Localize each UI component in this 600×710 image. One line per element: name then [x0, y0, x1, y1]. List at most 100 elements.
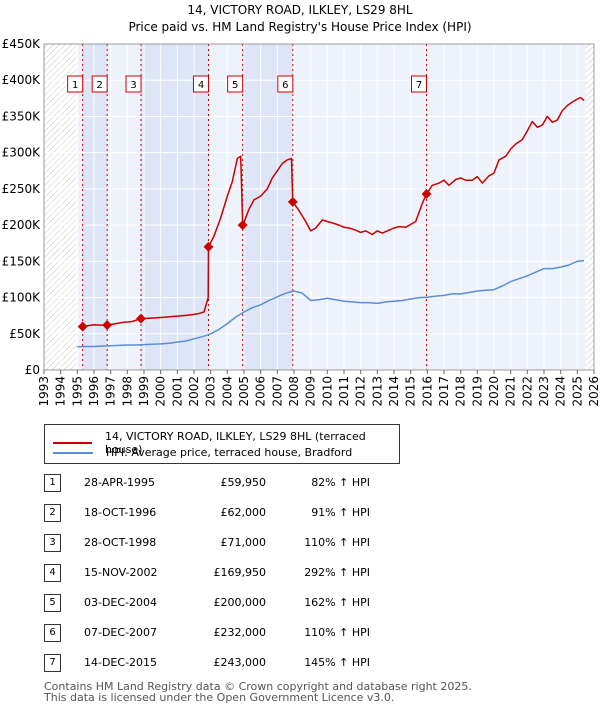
sale-label-box [411, 75, 427, 93]
sale-label: 5 [232, 80, 238, 91]
sale-hpi-change: 292% ↑ HPI [304, 566, 370, 579]
sale-number-badge: 2 [44, 504, 61, 522]
x-tick-label: 2000 [154, 376, 168, 407]
x-tick-label: 2021 [504, 376, 518, 407]
sale-hpi-change: 91% ↑ HPI [311, 506, 370, 519]
x-tick-label: 2012 [354, 376, 368, 407]
sale-label-box [277, 75, 294, 93]
y-tick-label: £50K [9, 327, 41, 341]
sale-point [287, 196, 298, 207]
x-tick-label: 1997 [104, 376, 118, 407]
sale-label: 3 [130, 80, 136, 91]
x-tick-label: 1994 [54, 376, 68, 407]
legend: 14, VICTORY ROAD, ILKLEY, LS29 8HL (terr… [44, 424, 400, 464]
x-tick-label: 2023 [537, 376, 551, 407]
y-tick-label: £100K [2, 291, 42, 305]
x-tick-label: 2006 [254, 376, 268, 407]
x-tick-label: 2024 [554, 376, 568, 407]
y-tick-label: £0 [25, 363, 40, 377]
footer-line-1: Contains HM Land Registry data © Crown c… [44, 680, 472, 693]
sale-label-box [91, 75, 108, 93]
footer-line-2: This data is licensed under the Open Gov… [44, 691, 395, 704]
x-tick-label: 2005 [237, 376, 251, 407]
sale-hpi-change: 110% ↑ HPI [304, 536, 370, 549]
sale-hpi-change: 82% ↑ HPI [311, 476, 370, 489]
sale-date: 15-NOV-2002 [84, 566, 158, 579]
x-tick-label: 2017 [437, 376, 451, 407]
y-tick-label: £200K [2, 218, 42, 232]
sale-date: 28-APR-1995 [84, 476, 156, 489]
x-tick-label: 2010 [320, 376, 334, 407]
sale-price: £200,000 [213, 596, 267, 609]
table-row: 2 18-OCT-1996 £62,000 91% ↑ HPI [0, 504, 600, 524]
y-tick-label: £400K [2, 73, 42, 87]
table-row: 4 15-NOV-2002 £169,950 292% ↑ HPI [0, 564, 600, 584]
table-row: 6 07-DEC-2007 £232,000 110% ↑ HPI [0, 624, 600, 644]
x-tick-label: 1999 [137, 376, 151, 407]
legend-item-property: 14, VICTORY ROAD, ILKLEY, LS29 8HL (terr… [53, 430, 399, 456]
x-tick-label: 2026 [587, 376, 600, 407]
sale-number-badge: 6 [44, 624, 61, 642]
legend-item-hpi: HPI: Average price, terraced house, Brad… [53, 446, 352, 459]
y-tick-label: £250K [2, 182, 42, 196]
legend-swatch-hpi [53, 451, 93, 454]
sale-point [203, 241, 214, 252]
sale-price: £62,000 [220, 506, 267, 519]
sale-number-badge: 1 [44, 474, 61, 492]
plot-frame [43, 43, 595, 371]
sale-price: £232,000 [213, 626, 267, 639]
sale-price: £71,000 [220, 536, 267, 549]
sale-hpi-change: 162% ↑ HPI [304, 596, 370, 609]
x-tick-label: 2014 [387, 376, 401, 407]
y-tick-label: £450K [2, 37, 42, 51]
sale-date: 18-OCT-1996 [84, 506, 157, 519]
x-tick-label: 2016 [420, 376, 434, 407]
chart-subtitle: Price paid vs. HM Land Registry's House … [128, 20, 471, 34]
sale-label-box [227, 75, 244, 93]
sale-period-shade [141, 44, 209, 370]
sale-hpi-change: 110% ↑ HPI [304, 626, 370, 639]
x-tick-label: 2001 [170, 376, 184, 407]
sale-price: £243,000 [213, 656, 267, 669]
hatch-left [44, 44, 78, 370]
x-tick-label: 2009 [304, 376, 318, 407]
x-tick-label: 1995 [70, 376, 84, 407]
footer-attribution: Contains HM Land Registry data © Crown c… [44, 681, 472, 703]
x-tick-label: 1996 [87, 376, 101, 407]
x-tick-label: 2015 [404, 376, 418, 407]
sale-period-shade [242, 44, 293, 370]
sale-point [421, 189, 432, 199]
series-line [77, 259, 585, 348]
sale-label: 1 [72, 80, 78, 91]
sale-date: 28-OCT-1998 [84, 536, 157, 549]
x-tick-label: 2007 [270, 376, 284, 407]
x-tick-label: 2013 [370, 376, 384, 407]
hatched-region-after-data [585, 44, 594, 370]
x-tick-label: 2018 [454, 376, 468, 407]
x-tick-label: 2002 [187, 376, 201, 407]
plot-background [44, 44, 594, 370]
x-tick-label: 2003 [204, 376, 218, 407]
sale-point [237, 220, 248, 231]
y-tick-label: £150K [2, 254, 42, 268]
sale-label: 4 [198, 80, 204, 91]
legend-label-hpi: HPI: Average price, terraced house, Brad… [106, 446, 353, 459]
sale-label-box [67, 75, 84, 93]
table-row: 7 14-DEC-2015 £243,000 145% ↑ HPI [0, 654, 600, 674]
series-line [82, 96, 585, 328]
y-tick-label: £300K [2, 146, 42, 160]
x-tick-label: 2004 [220, 376, 234, 407]
sale-label-box [125, 75, 142, 93]
sale-label-box [193, 75, 209, 93]
x-tick-label: 2020 [487, 376, 501, 407]
sale-date: 07-DEC-2007 [84, 626, 158, 639]
x-tick-label: 2019 [470, 376, 484, 407]
sale-number-badge: 7 [44, 654, 61, 672]
sale-number-badge: 5 [44, 594, 61, 612]
chart-title: 14, VICTORY ROAD, ILKLEY, LS29 8HL [187, 3, 413, 17]
x-tick-label: 2008 [287, 376, 301, 407]
sale-point [136, 313, 146, 324]
sale-hpi-change: 145% ↑ HPI [304, 656, 370, 669]
x-tick-label: 2022 [520, 376, 534, 407]
x-tick-label: 1993 [37, 376, 51, 407]
